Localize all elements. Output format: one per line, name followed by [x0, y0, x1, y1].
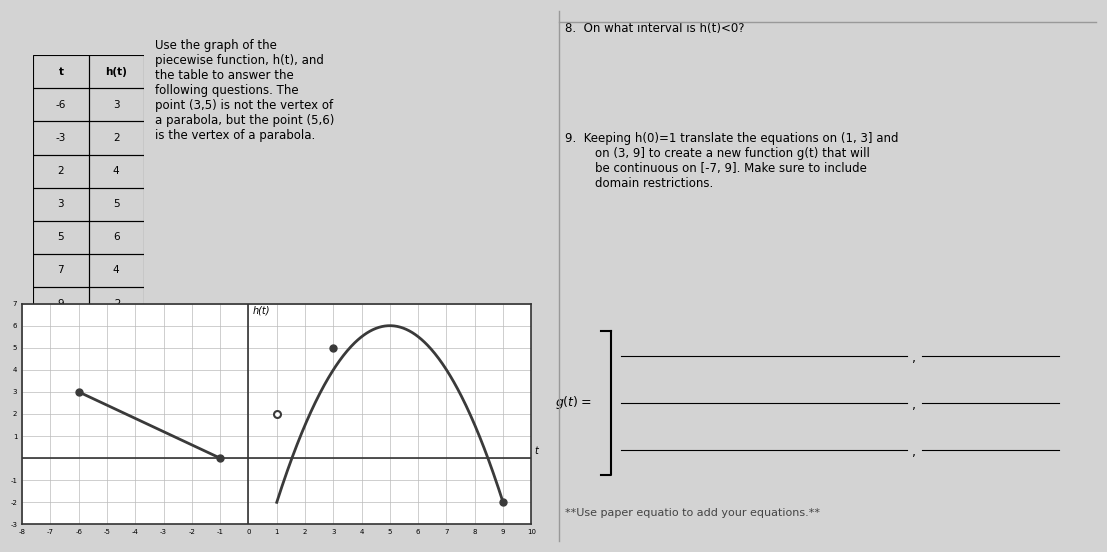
Text: t: t	[535, 446, 538, 456]
Text: 9: 9	[58, 299, 64, 309]
Text: t: t	[59, 67, 63, 77]
Text: -6: -6	[55, 100, 66, 110]
Text: **Use paper equatio to add your equations.**: **Use paper equatio to add your equation…	[565, 508, 819, 518]
Text: 3: 3	[58, 199, 64, 209]
Text: 6: 6	[113, 232, 120, 242]
Text: ,: ,	[912, 399, 917, 412]
Text: $g(t) =$: $g(t) =$	[555, 395, 591, 411]
Text: 7: 7	[58, 266, 64, 275]
Text: 2: 2	[113, 133, 120, 143]
Text: 3: 3	[113, 100, 120, 110]
Text: ,: ,	[912, 352, 917, 365]
Text: 5: 5	[113, 199, 120, 209]
Text: -2: -2	[111, 299, 122, 309]
Text: 9.  Keeping h(0)=1 translate the equations on (1, 3] and
        on (3, 9] to cr: 9. Keeping h(0)=1 translate the equation…	[565, 132, 898, 190]
Text: ,: ,	[912, 446, 917, 459]
Text: 2: 2	[58, 166, 64, 176]
Text: h(t): h(t)	[252, 306, 270, 316]
Text: 4: 4	[113, 166, 120, 176]
Text: h(t): h(t)	[105, 67, 127, 77]
Text: 5: 5	[58, 232, 64, 242]
Text: 8.  On what interval is h(t)<0?: 8. On what interval is h(t)<0?	[565, 22, 744, 35]
Text: Use the graph of the
piecewise function, h(t), and
the table to answer the
follo: Use the graph of the piecewise function,…	[155, 39, 334, 142]
Text: 4: 4	[113, 266, 120, 275]
Text: -3: -3	[55, 133, 66, 143]
